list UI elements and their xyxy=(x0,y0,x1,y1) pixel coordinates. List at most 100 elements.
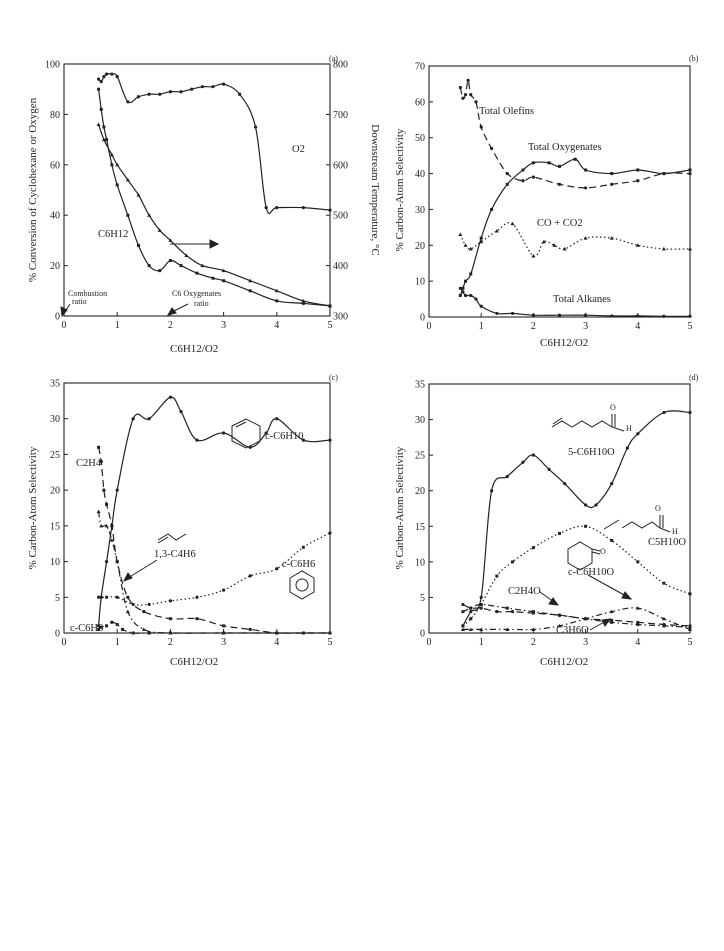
y-tick-label: 60 xyxy=(415,97,425,108)
data-point-c-c6h8 xyxy=(131,631,135,635)
data-point-c6h12 xyxy=(136,243,140,247)
data-point-o2 xyxy=(96,77,101,81)
data-point-c6h12 xyxy=(168,259,172,263)
data-point-total-alkanes xyxy=(557,313,562,317)
y2-tick-label: 600 xyxy=(333,160,348,171)
data-point-total-alkanes xyxy=(610,314,614,318)
data-point-c2h4o xyxy=(510,610,515,614)
data-point-c-c6h10 xyxy=(195,438,199,442)
data-point-total-alkanes xyxy=(479,304,483,308)
data-point-c-c6h10 xyxy=(222,431,226,435)
data-point-total-oxygenates xyxy=(688,168,692,172)
data-point-co-co2 xyxy=(552,243,557,247)
panel-b-ylabel: % Carbon-Atom Selectivity xyxy=(394,128,406,251)
data-point-c2h4 xyxy=(126,595,130,599)
x-tick-label: 5 xyxy=(688,637,693,648)
label-aldehyde-o-2: O xyxy=(655,504,661,513)
data-point-c2h4 xyxy=(222,624,226,628)
data-point-total-oxygenates xyxy=(547,161,551,165)
label-aldehyde-o-1: O xyxy=(610,403,616,412)
data-point-c6h12 xyxy=(275,299,279,303)
data-point-total-alkanes xyxy=(688,314,692,318)
data-point-c-c6h10 xyxy=(168,395,172,399)
panel-c-tag: (c) xyxy=(329,373,338,382)
data-point-c-c6h10o xyxy=(531,627,536,631)
data-point-c5h10o xyxy=(636,560,640,564)
y-tick-label: 15 xyxy=(415,522,425,533)
data-point-c6h12 xyxy=(211,276,215,280)
data-point-c3h6o xyxy=(636,622,640,626)
x-tick-label: 2 xyxy=(531,321,536,332)
label-co-co2: CO + CO2 xyxy=(537,218,583,229)
data-point-total-olefins xyxy=(531,175,536,179)
data-point-total-oxygenates xyxy=(461,286,465,290)
data-point-total-olefins xyxy=(474,100,478,104)
data-point-total-alkanes xyxy=(510,311,515,316)
y-tick-label: 20 xyxy=(415,241,425,252)
data-point-c5h10o xyxy=(469,617,473,621)
data-point-c-c6h10 xyxy=(275,417,279,421)
x-tick-label: 1 xyxy=(115,637,120,648)
data-point-c2h4 xyxy=(195,617,199,621)
label-c-c6h8: c-C6H8 xyxy=(70,623,103,634)
data-point-downstream-temperature xyxy=(101,137,106,142)
data-point-c5h10o xyxy=(688,592,692,596)
x-tick-label: 0 xyxy=(62,320,67,331)
data-point-c2h4 xyxy=(110,524,114,528)
data-point-co-co2 xyxy=(510,221,515,226)
data-point-co-co2 xyxy=(635,243,640,247)
data-point-c-c6h8 xyxy=(147,631,151,635)
panel-c: 0 1 2 3 4 5 0 5 10 15 20 25 30 35 xyxy=(50,379,333,649)
data-point-downstream-temperature xyxy=(184,253,189,258)
data-point-o2 xyxy=(211,85,215,89)
data-point-c6h12 xyxy=(147,264,151,268)
label-total-olefins: Total Olefins xyxy=(479,106,534,117)
data-point-downstream-temperature xyxy=(200,263,205,268)
data-point-c-c6h6 xyxy=(301,545,305,549)
data-point-o2 xyxy=(126,100,130,104)
data-point-downstream-temperature xyxy=(221,268,226,273)
label-c2h4o: C2H4O xyxy=(508,586,541,597)
data-point-c-c6h8 xyxy=(222,631,226,635)
y-tick-label: 35 xyxy=(50,379,60,390)
data-point-total-olefins xyxy=(458,85,462,90)
data-point-c6h12 xyxy=(248,289,252,293)
data-point-c3h6o xyxy=(531,610,535,614)
y-tick-label: 0 xyxy=(420,629,425,640)
data-point-5-c6h10o xyxy=(625,446,629,450)
label-combustion-ratio: ratio xyxy=(72,297,87,306)
data-point-c5h10o xyxy=(584,524,588,528)
data-point-c2h4 xyxy=(102,488,106,492)
data-point-co-co2 xyxy=(458,232,463,237)
data-point-o2 xyxy=(275,206,279,210)
data-point-5-c6h10o xyxy=(636,432,640,436)
data-point-total-alkanes xyxy=(584,313,588,317)
series-line-c6h12 xyxy=(98,89,331,307)
x-tick-label: 3 xyxy=(221,637,226,648)
x-tick-label: 4 xyxy=(274,320,279,331)
data-point-1-3-c4h6 xyxy=(109,538,114,542)
panel-c-xlabel: C6H12/O2 xyxy=(170,656,218,668)
label-aldehyde-h-1: H xyxy=(626,424,632,433)
data-point-total-oxygenates xyxy=(505,182,509,186)
series-line-total-olefins xyxy=(459,79,691,189)
data-point-c5h10o xyxy=(558,531,561,535)
data-point-5-c6h10o xyxy=(688,410,692,415)
data-point-c6h12 xyxy=(97,87,101,91)
series-line-downstream-temperature xyxy=(98,124,331,307)
data-point-total-olefins xyxy=(479,125,483,129)
panel-a-xlabel: C6H12/O2 xyxy=(170,343,218,355)
data-point-total-oxygenates xyxy=(662,172,666,176)
y-tick-label: 25 xyxy=(50,450,60,461)
data-point-c-c6h6 xyxy=(328,531,332,535)
data-point-total-olefins xyxy=(557,182,562,186)
y-tick-label: 20 xyxy=(50,486,60,497)
data-point-c-c6h6 xyxy=(275,567,279,571)
data-point-c6h12 xyxy=(102,125,106,129)
cyclohexene-structure-icon xyxy=(231,418,261,449)
x-tick-label: 2 xyxy=(531,637,536,648)
data-point-total-alkanes xyxy=(458,286,462,290)
data-point-c-c6h10 xyxy=(131,417,135,421)
y2-tick-label: 400 xyxy=(333,261,348,272)
